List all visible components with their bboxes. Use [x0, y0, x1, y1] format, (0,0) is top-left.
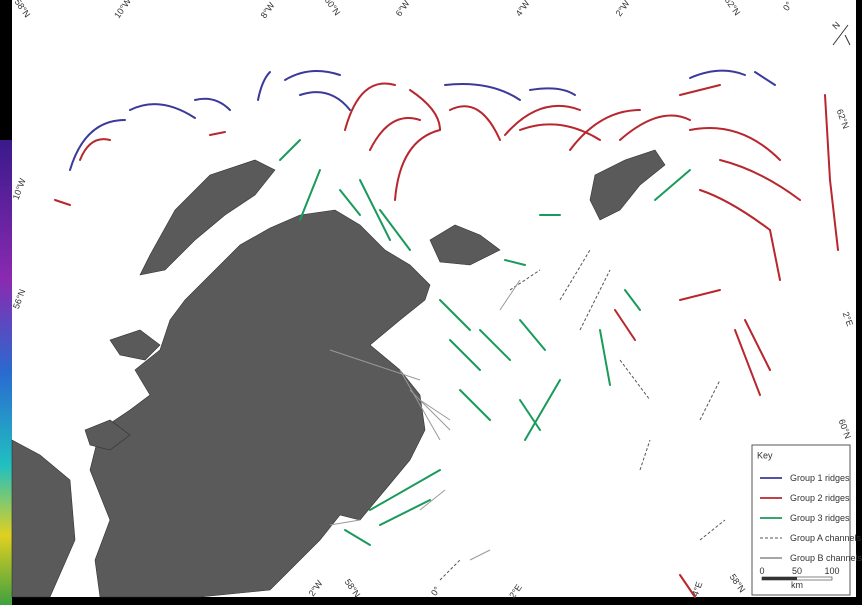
feature-line: [744, 319, 771, 371]
landmass: [11, 149, 666, 598]
feature-line: [824, 94, 839, 251]
scale-unit: km: [791, 580, 803, 590]
kintyre: [11, 439, 76, 598]
feature-line: [359, 179, 391, 241]
feature-line: [369, 469, 441, 511]
feature-line: [679, 289, 721, 301]
key-label: Group 2 ridges: [790, 493, 850, 503]
group-3-ridges: [279, 139, 691, 546]
skye: [109, 329, 161, 361]
feature-line: [524, 379, 561, 441]
key-title: Key: [757, 450, 773, 460]
feature-line: [439, 299, 471, 331]
feature-line: [689, 127, 781, 161]
feature-line: [299, 169, 321, 221]
feature-line: [69, 119, 126, 171]
key-label: Group 3 ridges: [790, 513, 850, 523]
feature-line: [519, 319, 546, 351]
background-strip: [0, 140, 12, 605]
feature-line: [734, 329, 761, 396]
feature-line: [339, 189, 361, 216]
feature-line: [504, 104, 581, 136]
feature-line: [579, 269, 611, 331]
feature-line: [519, 399, 541, 431]
feature-line: [569, 109, 641, 151]
graticule-label: 2°E: [841, 310, 855, 327]
mull: [84, 419, 131, 451]
feature-line: [624, 289, 641, 311]
feature-line: [519, 123, 601, 141]
key-label: Group 1 ridges: [790, 473, 850, 483]
scale-label: 50: [792, 566, 802, 576]
feature-line: [299, 91, 351, 111]
feature-line: [329, 519, 361, 526]
feature-line: [479, 329, 511, 361]
feature-line: [469, 549, 491, 561]
feature-line: [409, 389, 451, 431]
feature-line: [329, 349, 421, 381]
feature-line: [209, 131, 226, 136]
feature-line: [399, 369, 441, 441]
orkney: [429, 224, 501, 266]
feature-line: [284, 70, 341, 81]
feature-line: [279, 139, 301, 161]
feature-line: [449, 105, 501, 141]
feature-line: [419, 399, 451, 421]
key: Key Group 1 ridges Group 2 ridges Group 3 …: [751, 444, 862, 596]
feature-line: [699, 519, 726, 541]
group-1-ridges: [69, 69, 776, 171]
key-label: Group B channels: [790, 553, 862, 563]
feature-line: [619, 114, 691, 141]
feature-line: [79, 138, 111, 161]
feature-line: [679, 84, 721, 96]
feature-line: [619, 359, 651, 401]
scale-label: 0: [759, 566, 764, 576]
feature-line: [257, 71, 271, 101]
feature-line: [699, 189, 771, 231]
scale-label: 100: [824, 566, 839, 576]
feature-line: [769, 229, 781, 281]
feature-line: [719, 159, 801, 201]
feature-line: [444, 83, 521, 101]
feature-line: [459, 389, 491, 421]
feature-line: [129, 103, 196, 119]
feature-line: [689, 69, 746, 79]
feature-line: [499, 279, 521, 311]
feature-line: [679, 574, 696, 598]
feature-line: [344, 82, 396, 131]
feature-line: [54, 199, 71, 206]
feature-line: [409, 89, 441, 131]
feature-line: [379, 499, 431, 526]
outer-hebrides: [139, 159, 276, 276]
group-2-ridges: [54, 82, 839, 598]
feature-line: [529, 87, 576, 96]
feature-line: [504, 259, 526, 266]
north-arrow: N: [830, 20, 851, 46]
feature-line: [379, 209, 411, 251]
graticule-label: 4°E: [690, 580, 704, 597]
key-box: [751, 444, 851, 596]
key-label: Group A channels: [790, 533, 862, 543]
feature-line: [194, 97, 231, 111]
shetland: [589, 149, 666, 221]
feature-line: [699, 379, 721, 421]
feature-line: [654, 169, 691, 201]
feature-line: [614, 309, 636, 341]
north-label: N: [830, 20, 842, 32]
feature-line: [639, 439, 651, 471]
feature-line: [419, 489, 446, 511]
north-arrow-shape: [832, 24, 851, 46]
feature-line: [369, 117, 421, 151]
feature-line: [394, 129, 441, 201]
feature-line: [754, 71, 776, 86]
group-b-channels: [329, 279, 521, 561]
feature-line: [344, 529, 371, 546]
scale-bar-segment: [762, 577, 797, 580]
feature-line: [599, 329, 611, 386]
feature-line: [449, 339, 481, 371]
